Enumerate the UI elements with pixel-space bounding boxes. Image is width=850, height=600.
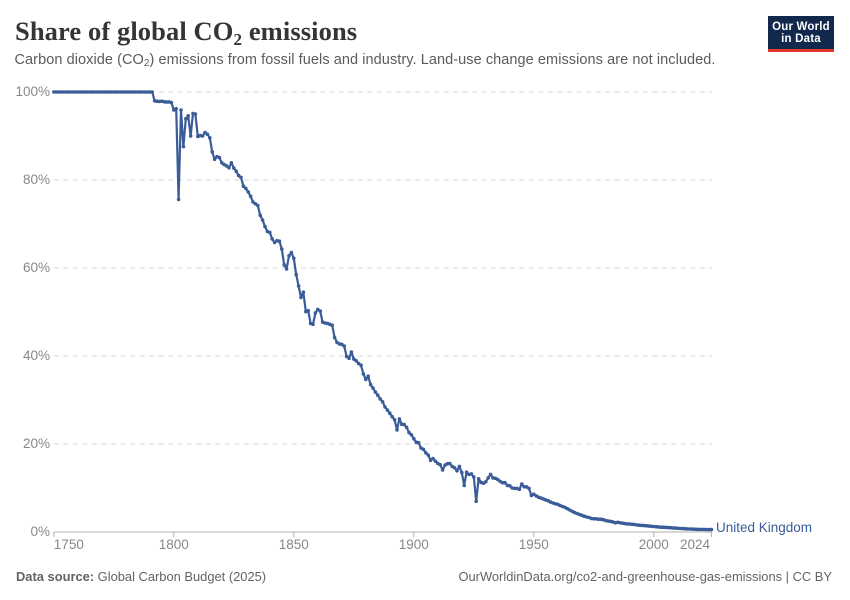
svg-text:40%: 40% — [23, 348, 50, 363]
svg-text:1850: 1850 — [279, 537, 309, 552]
svg-text:0%: 0% — [30, 524, 50, 539]
svg-text:100%: 100% — [15, 84, 50, 99]
svg-text:1950: 1950 — [519, 537, 549, 552]
svg-text:2000: 2000 — [639, 537, 669, 552]
svg-text:80%: 80% — [23, 172, 50, 187]
svg-text:60%: 60% — [23, 260, 50, 275]
svg-text:2024: 2024 — [680, 537, 711, 552]
svg-text:1900: 1900 — [399, 537, 429, 552]
svg-text:1800: 1800 — [159, 537, 189, 552]
svg-text:20%: 20% — [23, 436, 50, 451]
svg-text:1750: 1750 — [54, 537, 84, 552]
